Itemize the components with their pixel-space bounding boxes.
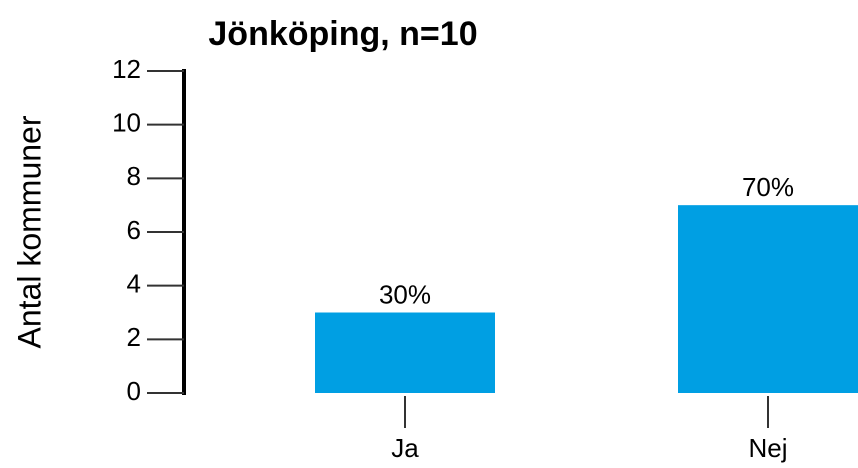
y-axis-label: Antal kommuner [11, 115, 47, 348]
x-tick-label: Ja [391, 433, 419, 463]
y-tick-label: 8 [127, 161, 141, 191]
y-tick-label: 12 [112, 54, 141, 84]
value-label: 30% [379, 279, 431, 309]
chart-title: Jönköping, n=10 [208, 15, 477, 53]
x-tick-label: Nej [748, 433, 787, 463]
y-tick-label: 10 [112, 108, 141, 138]
y-tick-label: 2 [127, 322, 141, 352]
value-label: 70% [742, 172, 794, 202]
y-tick-label: 4 [127, 269, 141, 299]
y-tick-label: 6 [127, 215, 141, 245]
bar [678, 205, 858, 393]
bar [315, 312, 495, 393]
y-tick-label: 0 [127, 376, 141, 406]
